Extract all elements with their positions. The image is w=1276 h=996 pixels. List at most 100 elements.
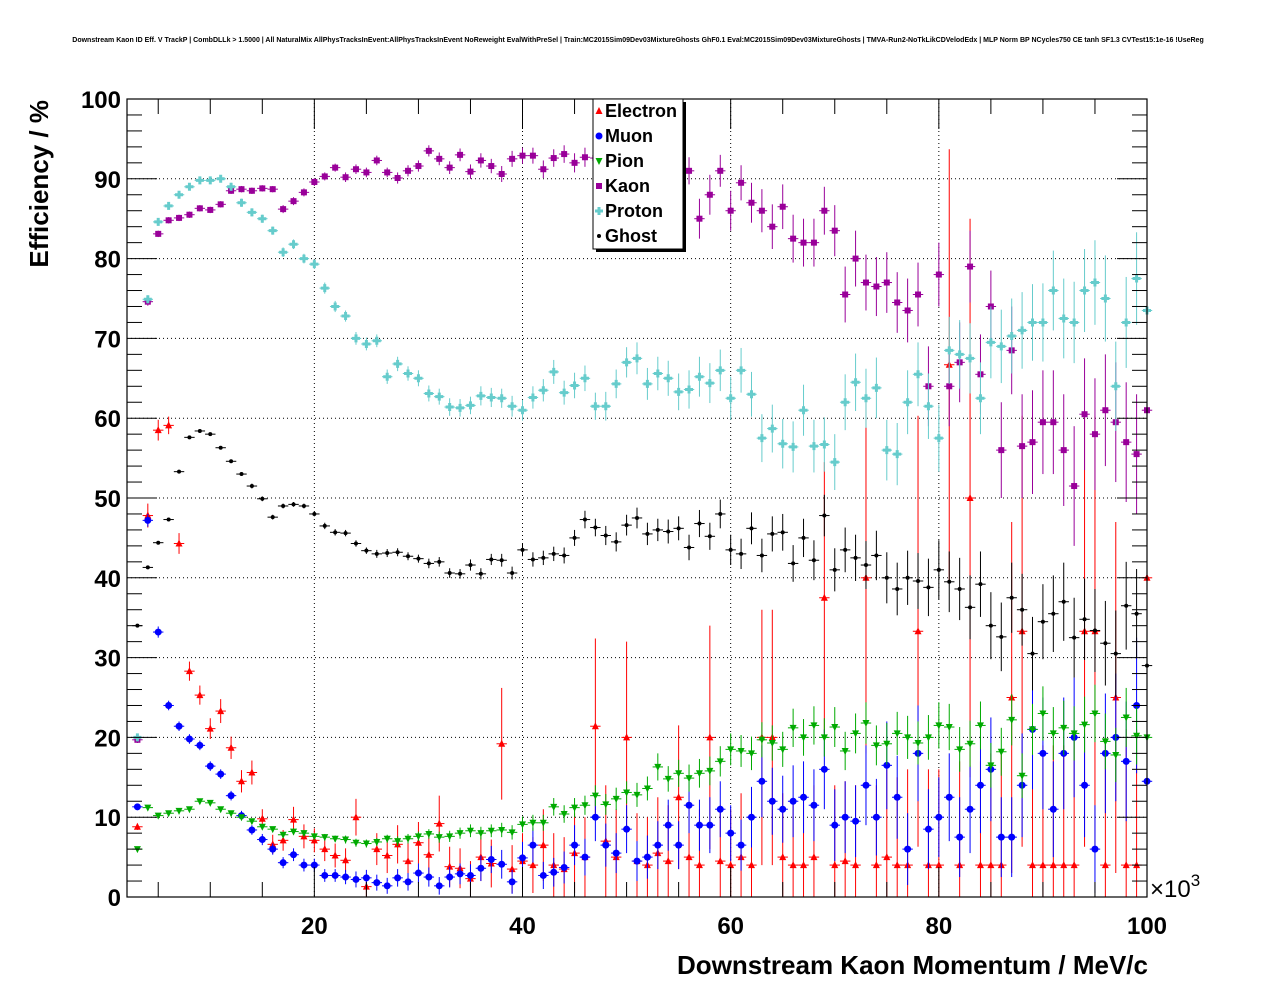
data-marker	[810, 801, 818, 809]
data-marker	[841, 857, 849, 865]
data-point-proton	[944, 316, 955, 384]
data-point-pion	[871, 725, 882, 766]
data-point-ghost	[402, 552, 414, 561]
data-point-pion	[246, 818, 258, 826]
data-point-kaon	[527, 147, 539, 164]
data-point-proton	[1058, 278, 1069, 359]
data-marker	[695, 821, 703, 829]
data-marker	[737, 841, 745, 849]
data-marker	[166, 517, 171, 522]
data-marker	[1122, 714, 1130, 722]
x-tick-label: 40	[509, 913, 536, 940]
data-point-kaon	[298, 188, 310, 197]
data-point-kaon	[1131, 394, 1142, 514]
data-point-kaon	[371, 155, 382, 166]
tick-labels: 20 40 60 80 100 0 10 20 30 40 50 60 70 80 90 100	[81, 87, 1167, 940]
data-point-pion	[1027, 703, 1038, 755]
data-marker	[727, 207, 734, 214]
data-point-proton	[621, 347, 632, 378]
data-marker	[248, 818, 256, 826]
data-marker	[489, 557, 494, 562]
data-point-proton	[652, 356, 664, 391]
data-marker	[675, 770, 683, 778]
data-point-muon	[767, 767, 778, 835]
data-marker	[208, 432, 213, 437]
data-point-ghost	[996, 602, 1007, 672]
data-point-pion	[704, 756, 716, 786]
data-point-ghost	[985, 592, 997, 660]
data-marker	[768, 797, 776, 805]
data-marker	[175, 190, 184, 199]
data-point-proton	[340, 310, 351, 322]
data-marker	[498, 171, 505, 178]
data-point-muon	[277, 857, 289, 869]
data-point-muon	[319, 869, 330, 882]
data-point-electron	[590, 638, 601, 815]
data-marker	[216, 174, 225, 183]
data-marker	[655, 527, 660, 532]
data-point-ghost	[881, 552, 892, 604]
data-marker	[738, 179, 745, 186]
data-point-proton	[642, 367, 653, 400]
data-marker	[416, 556, 421, 561]
data-point-ghost	[538, 550, 549, 566]
series-ghost	[132, 428, 1153, 712]
data-point-kaon	[1027, 390, 1038, 495]
data-marker	[841, 747, 849, 755]
data-point-kaon	[402, 165, 414, 177]
data-marker	[541, 555, 546, 560]
data-point-kaon	[319, 172, 330, 181]
data-marker	[1070, 730, 1078, 738]
data-marker	[175, 807, 183, 815]
data-marker	[623, 733, 631, 741]
data-point-proton	[1089, 240, 1101, 325]
data-marker	[852, 861, 860, 869]
data-point-proton	[746, 371, 757, 417]
data-point-pion	[975, 701, 986, 750]
data-point-proton	[673, 373, 684, 411]
data-point-pion	[288, 828, 299, 836]
data-point-kaon	[777, 184, 788, 230]
data-marker	[809, 442, 818, 451]
data-point-pion	[454, 827, 466, 839]
data-marker	[175, 722, 183, 730]
data-marker	[768, 739, 776, 747]
data-point-kaon	[829, 205, 840, 257]
data-marker	[499, 558, 504, 563]
data-marker	[924, 825, 932, 833]
data-marker	[883, 761, 891, 769]
data-marker	[966, 740, 974, 748]
data-marker	[789, 724, 797, 732]
data-point-muon	[371, 874, 382, 891]
data-point-pion	[1016, 753, 1028, 799]
data-point-muon	[663, 799, 674, 851]
legend-label: Kaon	[605, 176, 650, 196]
data-marker	[757, 434, 766, 443]
data-marker	[935, 861, 943, 869]
data-point-ghost	[350, 540, 362, 547]
data-marker	[997, 342, 1006, 351]
data-marker	[185, 667, 193, 675]
data-marker	[446, 164, 453, 171]
data-marker	[635, 515, 639, 520]
data-point-muon	[892, 755, 903, 839]
data-marker	[279, 859, 287, 867]
data-marker	[945, 793, 953, 801]
data-marker	[529, 819, 537, 827]
data-marker	[395, 550, 400, 555]
data-marker	[978, 582, 983, 587]
data-marker	[310, 260, 319, 269]
data-marker	[727, 829, 735, 837]
data-marker	[404, 857, 412, 865]
data-marker	[539, 386, 548, 395]
data-marker	[425, 873, 433, 881]
chart-title: Downstream Kaon ID Eff. V TrackP | CombD…	[72, 37, 1203, 44]
data-marker	[321, 871, 329, 879]
data-point-proton	[142, 295, 154, 304]
data-marker	[196, 691, 204, 699]
data-point-pion	[829, 707, 840, 747]
data-marker	[1134, 611, 1139, 616]
data-point-proton	[579, 365, 591, 392]
data-point-muon	[173, 721, 185, 732]
data-marker	[165, 810, 173, 818]
